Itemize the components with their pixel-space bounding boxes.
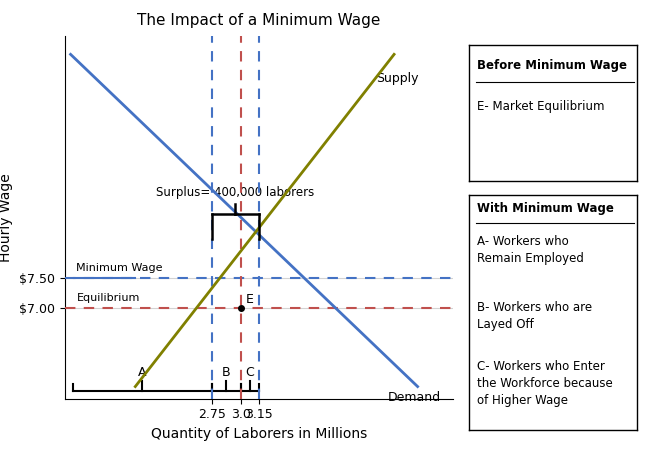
Text: E- Market Equilibrium: E- Market Equilibrium	[477, 100, 605, 113]
Text: Equilibrium: Equilibrium	[76, 293, 140, 303]
Text: A: A	[138, 366, 147, 379]
X-axis label: Quantity of Laborers in Millions: Quantity of Laborers in Millions	[151, 427, 367, 441]
Text: B- Workers who are
Layed Off: B- Workers who are Layed Off	[477, 301, 593, 331]
Text: Surplus= 400,000 laborers: Surplus= 400,000 laborers	[156, 186, 314, 199]
Text: Demand: Demand	[388, 391, 441, 405]
Text: Minimum Wage: Minimum Wage	[76, 263, 163, 273]
Title: The Impact of a Minimum Wage: The Impact of a Minimum Wage	[137, 13, 380, 28]
Y-axis label: Hourly Wage: Hourly Wage	[0, 173, 14, 262]
Text: Supply: Supply	[377, 72, 419, 86]
Text: Before Minimum Wage: Before Minimum Wage	[477, 59, 628, 72]
Text: C: C	[246, 366, 254, 379]
Text: C- Workers who Enter
the Workforce because
of Higher Wage: C- Workers who Enter the Workforce becau…	[477, 360, 613, 407]
Text: E: E	[246, 293, 254, 306]
Text: A- Workers who
Remain Employed: A- Workers who Remain Employed	[477, 235, 584, 265]
Text: With Minimum Wage: With Minimum Wage	[477, 202, 615, 215]
Text: B: B	[222, 366, 231, 379]
